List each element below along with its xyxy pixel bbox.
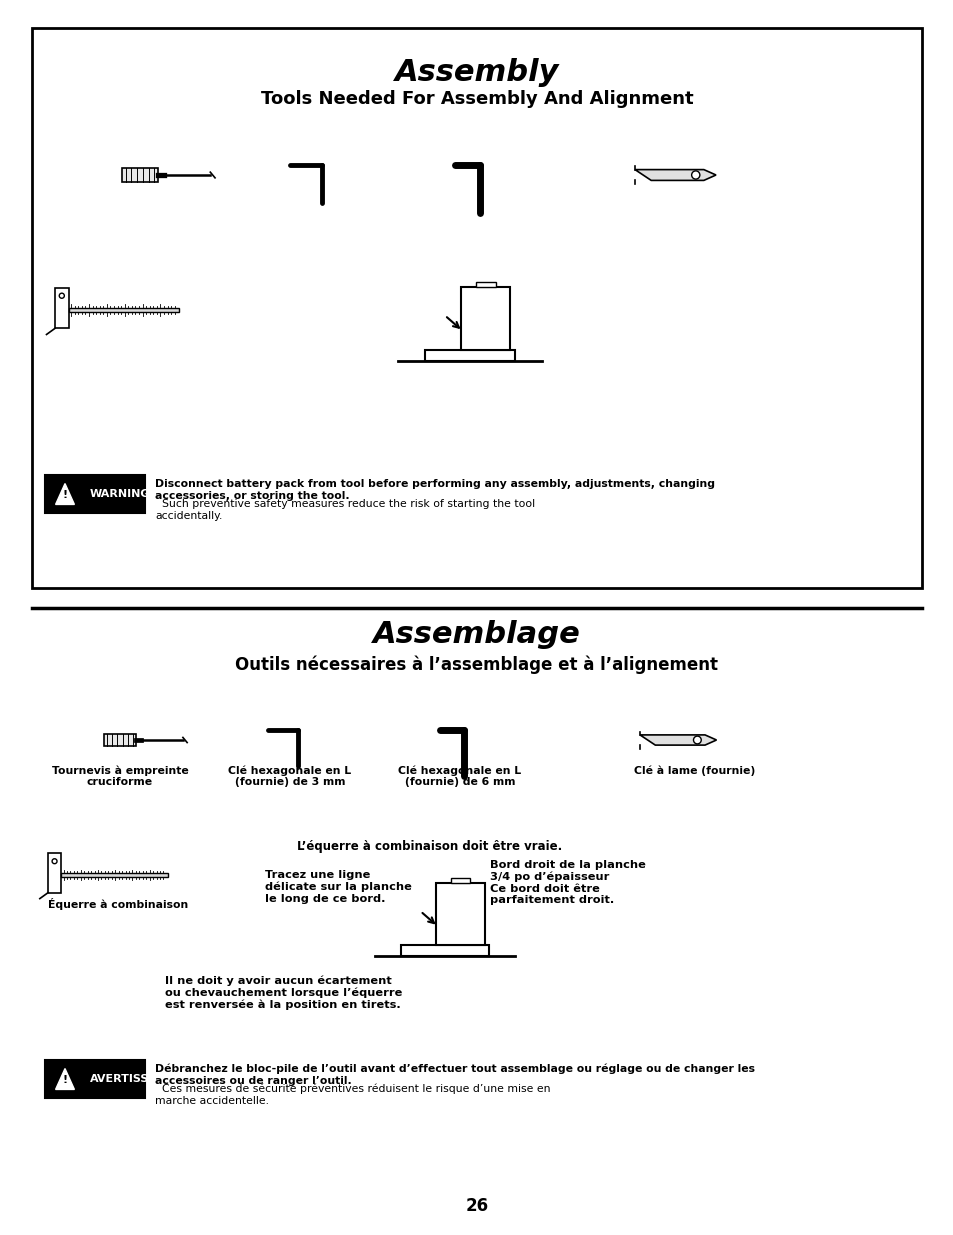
Text: Débranchez le bloc-pile de l’outil avant d’effectuer tout assemblage ou réglage : Débranchez le bloc-pile de l’outil avant…: [154, 1065, 754, 1086]
Polygon shape: [639, 735, 716, 745]
Text: AVERTISSEMENT: AVERTISSEMENT: [90, 1074, 193, 1084]
Bar: [104, 734, 136, 746]
Polygon shape: [55, 1068, 74, 1089]
Text: WARNING: WARNING: [90, 489, 151, 499]
Bar: [69, 308, 179, 312]
Bar: [45, 1060, 145, 1098]
Polygon shape: [55, 484, 74, 504]
Bar: [450, 878, 470, 883]
Bar: [48, 853, 61, 893]
Circle shape: [52, 858, 57, 863]
Text: Bord droit de la planche
3/4 po d’épaisseur
Ce bord doit être
parfaitement droit: Bord droit de la planche 3/4 po d’épaiss…: [490, 860, 645, 905]
Bar: [400, 945, 489, 956]
Text: Such preventive safety measures reduce the risk of starting the tool
accidentall: Such preventive safety measures reduce t…: [154, 499, 535, 521]
Circle shape: [691, 170, 700, 179]
Text: Outils nécessaires à l’assemblage et à l’alignement: Outils nécessaires à l’assemblage et à l…: [235, 655, 718, 673]
Text: !: !: [62, 490, 68, 500]
Text: 26: 26: [465, 1197, 488, 1215]
Text: !: !: [62, 1074, 68, 1086]
Bar: [122, 168, 158, 182]
Text: Ces mesures de sécurité préventives réduisent le risque d’une mise en
marche acc: Ces mesures de sécurité préventives rédu…: [154, 1084, 550, 1107]
Bar: [61, 873, 168, 877]
Text: Assemblage: Assemblage: [373, 620, 580, 650]
Text: Équerre à combinaison: Équerre à combinaison: [48, 898, 188, 910]
Text: Assembly: Assembly: [395, 58, 558, 86]
Text: L’équerre à combinaison doit être vraie.: L’équerre à combinaison doit être vraie.: [297, 840, 562, 853]
Bar: [424, 350, 515, 361]
Text: Tracez une ligne
délicate sur la planche
le long de ce bord.: Tracez une ligne délicate sur la planche…: [265, 869, 412, 904]
Circle shape: [59, 293, 64, 299]
Text: Il ne doit y avoir aucun écartement
ou chevauchement lorsque l’équerre
est renve: Il ne doit y avoir aucun écartement ou c…: [165, 974, 402, 1010]
Polygon shape: [635, 169, 716, 180]
Bar: [55, 288, 69, 329]
Circle shape: [693, 736, 700, 743]
Text: Clé hexagonale en L
(fournie) de 3 mm: Clé hexagonale en L (fournie) de 3 mm: [228, 764, 352, 787]
Text: Tournevis à empreinte
cruciforme: Tournevis à empreinte cruciforme: [51, 764, 188, 787]
Text: Clé à lame (fournie): Clé à lame (fournie): [634, 764, 755, 776]
Bar: [45, 475, 145, 513]
Bar: [436, 883, 484, 945]
Text: Disconnect battery pack from tool before performing any assembly, adjustments, c: Disconnect battery pack from tool before…: [154, 479, 714, 500]
Text: Tools Needed For Assembly And Alignment: Tools Needed For Assembly And Alignment: [260, 90, 693, 107]
Bar: [476, 282, 496, 287]
Bar: [32, 28, 921, 588]
Text: Clé hexagonale en L
(fournie) de 6 mm: Clé hexagonale en L (fournie) de 6 mm: [398, 764, 521, 787]
Bar: [460, 287, 510, 350]
